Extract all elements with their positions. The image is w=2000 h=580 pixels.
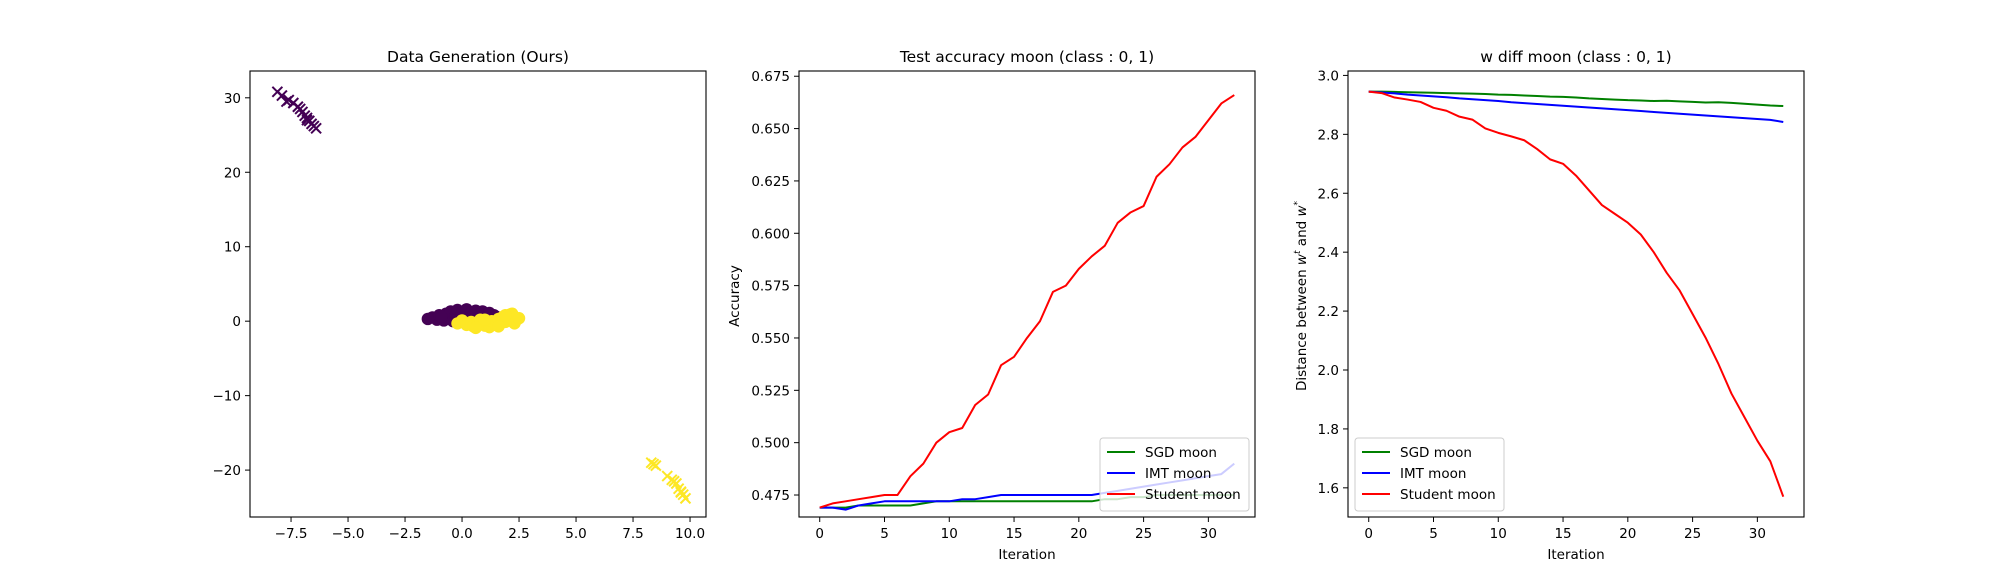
accuracy-xtick-label: 10: [941, 526, 958, 542]
wdiff-xtick-label: 20: [1619, 526, 1636, 542]
scatter-x-point: [668, 475, 680, 487]
wdiff-ytick-label: 1.6: [1318, 481, 1339, 497]
wdiff-legend-label: Student moon: [1400, 487, 1496, 503]
scatter-title: Data Generation (Ours): [387, 48, 569, 66]
scatter-xtick-label: −5.0: [332, 526, 365, 542]
accuracy-title: Test accuracy moon (class : 0, 1): [899, 48, 1154, 66]
accuracy-ylabel: Accuracy: [727, 265, 743, 327]
wdiff-xtick-label: 30: [1749, 526, 1766, 542]
wdiff-xtick-label: 0: [1364, 526, 1373, 542]
wdiff-ylabel-and: and: [1294, 216, 1310, 250]
scatter-ytick-label: −10: [213, 389, 242, 405]
wdiff-ytick-label: 2.6: [1318, 186, 1339, 202]
scatter-series-3: [645, 456, 692, 505]
scatter-axes: Data Generation (Ours) −7.5 −5.0 −2.5 0.0 2.…: [213, 48, 707, 542]
accuracy-ytick-label: 0.600: [751, 226, 790, 242]
wdiff-frame: [1347, 70, 1805, 518]
wdiff-axes: w diff moon (class : 0, 1) Iteration Dis…: [1293, 48, 1805, 563]
wdiff-ytick-label: 1.8: [1318, 422, 1339, 438]
wdiff-xlabel: Iteration: [1547, 547, 1604, 563]
accuracy-ytick-label: 0.525: [751, 383, 790, 399]
wdiff-legend-label: IMT moon: [1400, 466, 1466, 482]
scatter-x-point: [301, 114, 313, 126]
accuracy-ytick-label: 0.675: [751, 69, 790, 85]
accuracy-xtick-label: 5: [880, 526, 889, 542]
accuracy-ytick-label: 0.550: [751, 331, 790, 347]
wdiff-line-sgd-moon: [1368, 90, 1784, 108]
scatter-ytick-label: 30: [224, 91, 241, 107]
scatter-x-point: [294, 103, 306, 115]
scatter-data-layer: [271, 86, 692, 505]
wdiff-ytick-label: 2.4: [1318, 245, 1339, 261]
wdiff-data-layer: [1368, 90, 1785, 498]
wdiff-title: w diff moon (class : 0, 1): [1480, 48, 1671, 66]
scatter-point: [469, 321, 482, 335]
wdiff-ylabel-w2: w: [1294, 204, 1310, 216]
wdiff-ytick-label: 2.8: [1318, 127, 1339, 143]
accuracy-legend-label: SGD moon: [1145, 445, 1217, 461]
accuracy-frame: [798, 70, 1256, 518]
scatter-point: [435, 310, 448, 323]
accuracy-ytick-label: 0.575: [751, 279, 790, 295]
scatter-ytick-label: 20: [224, 165, 241, 181]
wdiff-ytick-label: 3.0: [1318, 68, 1339, 84]
wdiff-legend-box: [1354, 437, 1505, 512]
wdiff-ylabel-prefix: Distance between: [1294, 265, 1310, 391]
accuracy-ytick-label: 0.625: [751, 174, 790, 190]
accuracy-legend: SGD moon IMT moon Student moon: [1099, 437, 1250, 512]
accuracy-legend-label: Student moon: [1145, 487, 1241, 503]
scatter-x-point: [647, 458, 660, 470]
wdiff-line-student-moon: [1368, 90, 1785, 498]
scatter-point: [478, 313, 492, 326]
accuracy-ytick-label: 0.500: [751, 436, 790, 452]
scatter-xtick-label: 0.0: [451, 526, 472, 542]
accuracy-ytick-label: 0.475: [751, 488, 790, 504]
scatter-xtick-label: 10.0: [675, 526, 705, 542]
scatter-point: [499, 309, 512, 322]
scatter-x-point: [675, 486, 687, 499]
scatter-xtick-label: 5.0: [565, 526, 586, 542]
accuracy-ytick-label: 0.650: [751, 122, 790, 138]
accuracy-xtick-label: 15: [1005, 526, 1022, 542]
accuracy-legend-box: [1099, 437, 1250, 512]
accuracy-xtick-label: 30: [1200, 526, 1217, 542]
wdiff-xtick-label: 25: [1684, 526, 1701, 542]
accuracy-legend-label: IMT moon: [1145, 466, 1211, 482]
scatter-xtick-label: −2.5: [389, 526, 422, 542]
scatter-point: [512, 311, 526, 325]
wdiff-ylabel-star: *: [1293, 200, 1303, 205]
accuracy-xtick-label: 0: [815, 526, 824, 542]
scatter-frame: [249, 70, 707, 518]
wdiff-ylabel: Distance between wt and w*: [1293, 200, 1310, 391]
accuracy-axes: Test accuracy moon (class : 0, 1) Iterat…: [727, 48, 1256, 563]
accuracy-xtick-label: 25: [1135, 526, 1152, 542]
scatter-point: [421, 312, 435, 326]
scatter-xtick-label: −7.5: [275, 526, 308, 542]
accuracy-xtick-label: 20: [1070, 526, 1087, 542]
scatter-ytick-label: 10: [224, 240, 241, 256]
wdiff-ylabel-w: w: [1294, 253, 1310, 265]
wdiff-xtick-label: 15: [1554, 526, 1571, 542]
scatter-xtick-label: 2.5: [508, 526, 529, 542]
scatter-series-1: [451, 307, 526, 335]
scatter-x-point: [310, 122, 322, 135]
scatter-ytick-label: 0: [232, 314, 241, 330]
scatter-series-2: [271, 86, 322, 135]
accuracy-xlabel: Iteration: [998, 547, 1055, 563]
wdiff-ytick-label: 2.0: [1318, 363, 1339, 379]
wdiff-xtick-label: 5: [1429, 526, 1438, 542]
wdiff-xtick-label: 10: [1490, 526, 1507, 542]
wdiff-ytick-label: 2.2: [1318, 304, 1339, 320]
scatter-point: [492, 320, 505, 333]
accuracy-line-student-moon: [819, 94, 1235, 509]
wdiff-legend: SGD moon IMT moon Student moon: [1354, 437, 1505, 512]
scatter-x-point: [280, 95, 293, 108]
scatter-ytick-label: −20: [213, 463, 242, 479]
wdiff-legend-label: SGD moon: [1400, 445, 1472, 461]
scatter-xtick-label: 7.5: [622, 526, 643, 542]
wdiff-line-imt-moon: [1368, 90, 1784, 123]
wdiff-ylabel-t: t: [1293, 250, 1303, 254]
